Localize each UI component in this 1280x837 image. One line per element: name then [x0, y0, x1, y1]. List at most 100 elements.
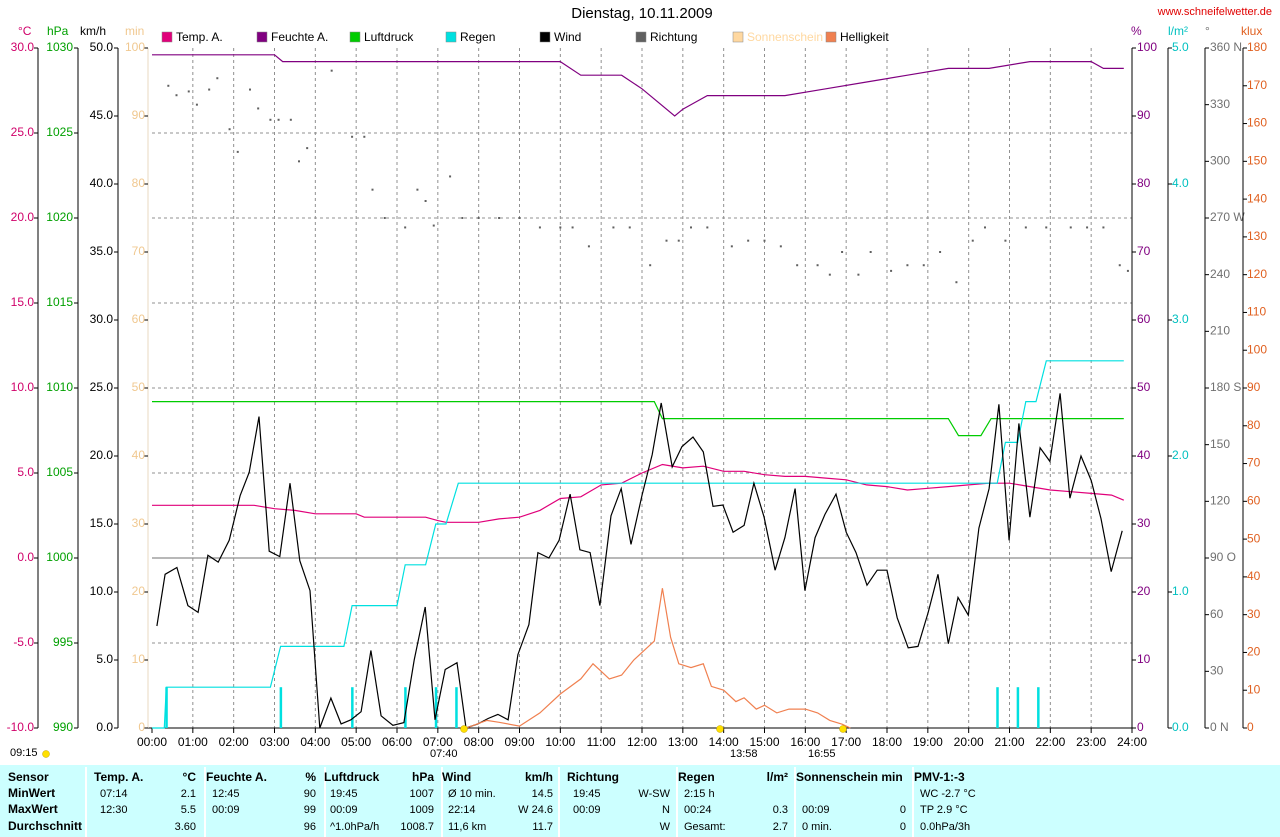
direction-dot	[461, 217, 464, 219]
direction-dot	[1126, 269, 1129, 272]
stats-cell: 19:45	[330, 788, 358, 800]
direction-dot	[298, 160, 300, 163]
y-tick-label: 90 O	[1210, 550, 1236, 564]
stats-cell: Gesamt:	[684, 821, 726, 833]
y-tick-label: 10	[1137, 652, 1151, 666]
direction-dot	[587, 245, 590, 248]
rain-bar	[996, 687, 999, 728]
y-tick-label: 60	[1210, 607, 1224, 621]
x-tick-label: 24:00	[1117, 735, 1147, 749]
annotation: 07:40	[430, 748, 458, 760]
direction-dot	[612, 226, 615, 229]
y-tick-label: 1030	[46, 40, 73, 54]
stats-cell: 00:09	[212, 804, 240, 816]
direction-dot	[665, 239, 668, 242]
direction-dot	[416, 188, 419, 191]
y-tick-label: 40	[132, 448, 146, 462]
y-tick-label: 50	[1137, 380, 1151, 394]
direction-dot	[1118, 264, 1121, 267]
y-tick-label: 0	[138, 720, 145, 734]
y-tick-label: 120	[1210, 494, 1230, 508]
direction-dot	[404, 226, 407, 229]
direction-dot	[277, 118, 280, 121]
legend-swatch	[635, 31, 647, 43]
y-tick-label: 10	[1247, 682, 1261, 696]
direction-dot	[955, 281, 958, 284]
x-tick-label: 07:00	[423, 735, 453, 749]
direction-dot	[816, 264, 819, 267]
x-tick-label: 09:00	[504, 735, 534, 749]
stats-cell: W	[660, 821, 671, 833]
stats-cell: TP 2.9 °C	[920, 804, 968, 816]
stats-cell: 07:14	[100, 788, 128, 800]
direction-dot	[289, 118, 292, 121]
y-tick-label: 70	[1247, 456, 1261, 470]
direction-dot	[175, 94, 178, 97]
y-tick-label: 20	[132, 584, 146, 598]
y-tick-label: 80	[1137, 176, 1151, 190]
direction-dot	[187, 90, 190, 93]
stats-cell: 00:09	[802, 804, 830, 816]
y-tick-label: 0	[1247, 720, 1254, 734]
y-tick-label: 2.0	[1172, 448, 1189, 462]
axis-unit: hPa	[47, 24, 69, 38]
stats-header: Temp. A.	[94, 770, 143, 784]
x-tick-label: 19:00	[913, 735, 943, 749]
y-tick-label: 1020	[46, 210, 73, 224]
y-tick-label: 0 N	[1210, 720, 1229, 734]
direction-dot	[922, 264, 925, 267]
y-tick-label: 3.0	[1172, 312, 1189, 326]
direction-dot	[432, 224, 435, 227]
legend-label: Helligkeit	[840, 30, 889, 44]
y-tick-label: 110	[1247, 305, 1266, 319]
stats-cell: 2.7	[773, 821, 788, 833]
sun-icon	[460, 725, 468, 733]
y-tick-label: 30	[1210, 664, 1224, 678]
stats-header: Sonnenschein min	[796, 770, 903, 784]
direction-dot	[1024, 226, 1027, 229]
x-tick-label: 13:00	[668, 735, 698, 749]
stats-header: Wind	[442, 770, 471, 784]
stats-cell: 00:09	[330, 804, 358, 816]
stats-background	[0, 765, 1280, 837]
legend-swatch	[825, 31, 837, 43]
direction-dot	[249, 88, 251, 91]
y-tick-label: 1000	[46, 550, 73, 564]
y-tick-label: 130	[1247, 229, 1267, 243]
y-tick-label: 150	[1210, 437, 1230, 451]
legend-label: Richtung	[650, 30, 697, 44]
y-tick-label: 5.0	[96, 652, 113, 666]
legend-swatch	[349, 31, 361, 43]
axis-unit: %	[1131, 24, 1142, 38]
y-tick-label: 0	[1137, 720, 1144, 734]
direction-dot	[228, 128, 231, 131]
direction-dot	[371, 188, 374, 191]
x-tick-label: 14:00	[709, 735, 739, 749]
y-tick-label: 30	[1247, 607, 1261, 621]
y-tick-label: 5.0	[1172, 40, 1189, 54]
direction-dot	[306, 147, 309, 150]
direction-dot	[538, 226, 541, 229]
y-tick-label: 990	[53, 720, 73, 734]
y-tick-label: 10.0	[11, 380, 35, 394]
direction-dot	[890, 269, 893, 272]
y-tick-label: 1010	[46, 380, 73, 394]
stats-cell: 0.0hPa/3h	[920, 821, 970, 833]
y-tick-label: 1015	[46, 295, 73, 309]
direction-dot	[257, 107, 260, 110]
stats-unit: l/m²	[767, 770, 788, 784]
stats-cell: 0	[900, 821, 906, 833]
y-tick-label: 15.0	[90, 516, 114, 530]
y-tick-label: 40	[1137, 448, 1151, 462]
direction-dot	[330, 69, 333, 72]
direction-dot	[424, 200, 427, 202]
y-tick-label: 70	[132, 244, 146, 258]
direction-dot	[857, 273, 860, 276]
direction-dot	[269, 118, 272, 121]
axis-unit: l/m²	[1168, 24, 1188, 38]
stats-cell: 0.3	[773, 804, 788, 816]
direction-dot	[939, 251, 942, 253]
y-tick-label: 180	[1247, 40, 1267, 54]
